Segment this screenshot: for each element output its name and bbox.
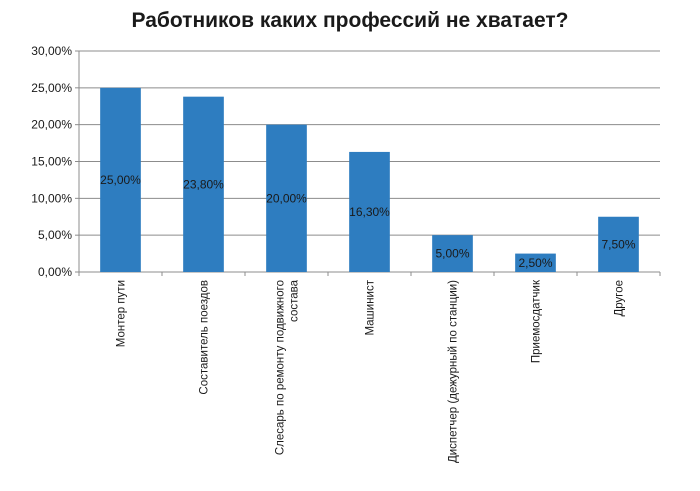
category-label-line: Слесарь по ремонту подвижного (275, 280, 287, 455)
data-label: 2,50% (518, 256, 552, 270)
category-label: Составитель поездов (199, 280, 211, 395)
y-tick-label: 30,00% (31, 44, 72, 58)
category-label: Монтер пути (116, 280, 128, 347)
category-label-line: состава (289, 279, 301, 322)
data-label: 20,00% (266, 191, 307, 205)
bar (598, 216, 639, 272)
y-tick-label: 0,00% (38, 265, 72, 279)
category-label-line: Приемосдатчик (531, 279, 543, 363)
bar (266, 124, 307, 273)
category-label: Машинист (365, 279, 377, 335)
data-labels: 25,00% 23,80% 20,00% 16,30% 5,00% 2,50% 7,50% (100, 173, 636, 270)
data-label: 23,80% (183, 177, 224, 191)
chart-title: Работников каких профессий не хватает? (131, 9, 568, 32)
y-tick-label: 5,00% (38, 228, 72, 242)
category-labels: Монтер пути Составитель поездов Слесарь по… (116, 279, 626, 463)
category-label-line: Другое (614, 280, 626, 317)
category-label: Другое (614, 280, 626, 317)
category-label: Приемосдатчик (531, 279, 543, 363)
bars (100, 87, 639, 273)
data-label: 25,00% (100, 173, 141, 187)
bar (183, 96, 224, 272)
bar (349, 151, 390, 272)
y-tick-label: 25,00% (31, 81, 72, 95)
bar (515, 253, 556, 272)
category-label: Слесарь по ремонту подвижного состава (275, 279, 301, 455)
y-tick-label: 15,00% (31, 155, 72, 169)
category-label-line: Машинист (365, 279, 377, 335)
y-tick-label: 20,00% (31, 118, 72, 132)
category-label-line: Диспетчер (дежурный по станции) (448, 280, 460, 463)
data-label: 7,50% (601, 237, 635, 251)
category-label-line: Составитель поездов (199, 280, 211, 395)
bar (100, 87, 141, 272)
category-label-line: Монтер пути (116, 280, 128, 347)
data-label: 5,00% (435, 247, 469, 261)
y-tick-label: 10,00% (31, 191, 72, 205)
data-label: 16,30% (349, 205, 390, 219)
category-label: Диспетчер (дежурный по станции) (448, 280, 460, 463)
bar (432, 235, 473, 272)
